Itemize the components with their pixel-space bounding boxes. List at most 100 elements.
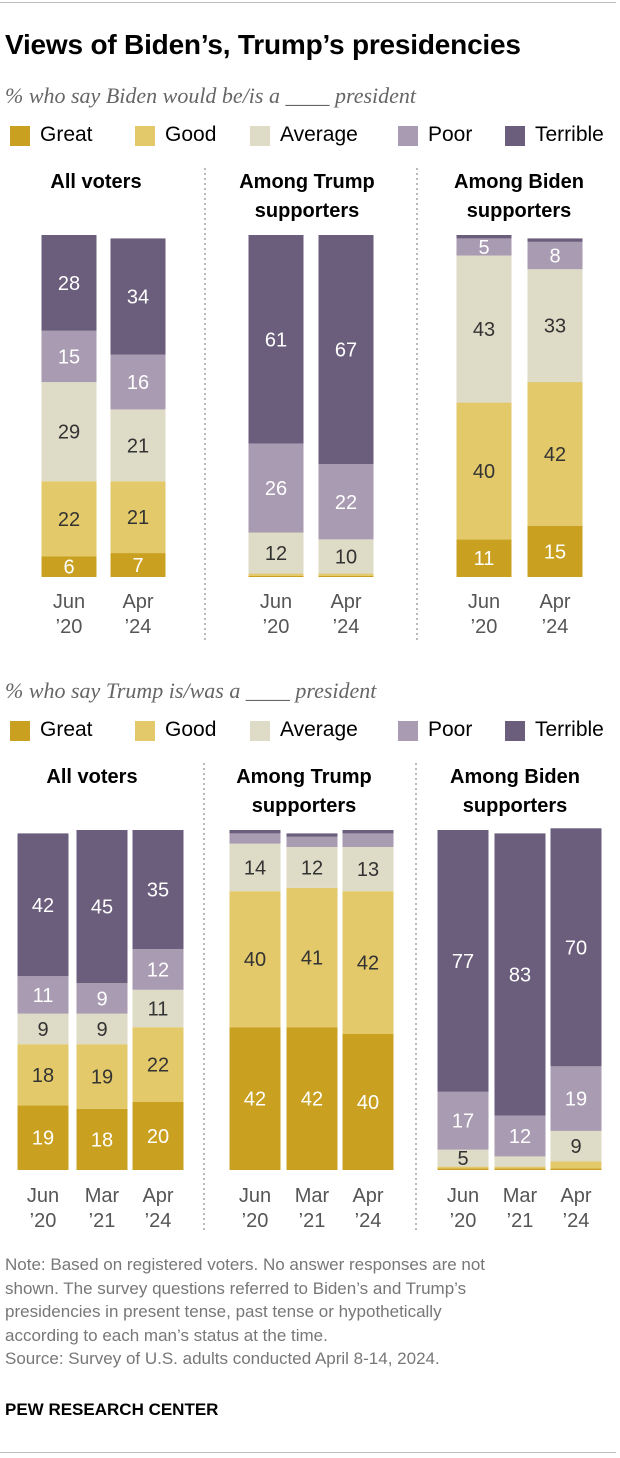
panel-title: supporters — [252, 795, 356, 817]
bar-segment-terrible — [41, 235, 97, 331]
bar-segment-poor — [41, 330, 97, 383]
bar-segment-good — [342, 891, 394, 1034]
bar-segment-great — [229, 1027, 281, 1170]
panel-title: Among Trump — [236, 766, 372, 788]
data-label: 42 — [301, 1089, 323, 1111]
data-label: 28 — [58, 273, 80, 295]
legend-swatch-average — [250, 721, 270, 741]
panel-all-voters: All voters 19 18 9 11 42 Jun ’20 18 19 9 9 45 Mar ’21 2… — [17, 766, 184, 1232]
source-line: Source: Survey of U.S. adults conducted … — [5, 1349, 440, 1368]
category-label: Apr — [560, 1185, 591, 1207]
bar-segment-poor — [76, 983, 128, 1014]
bar-mar-21: 42 41 12 — [286, 833, 338, 1170]
category-label: ’24 — [333, 616, 360, 638]
legend-label: Good — [165, 718, 217, 741]
bar-jun-20: 19 18 9 11 42 — [17, 833, 69, 1170]
bar-segment-average — [41, 382, 97, 482]
data-label: 35 — [147, 880, 169, 902]
data-label: 42 — [544, 444, 566, 466]
panel-among-biden-supporters: Among Biden supporters 11 40 43 5 Jun ’20 15 42 33… — [454, 171, 584, 638]
legend-label: Terrible — [535, 123, 604, 146]
category-label: Jun — [468, 591, 500, 613]
bar-segment-good — [17, 1044, 69, 1106]
category-label: Jun — [447, 1185, 479, 1207]
bar-segment-average — [110, 409, 166, 482]
category-label: ’24 — [542, 616, 569, 638]
data-label: 15 — [544, 541, 566, 563]
bar-segment-terrible — [550, 828, 602, 1067]
legend-swatch-good — [135, 126, 155, 146]
bar-jun-20: 42 40 14 — [229, 830, 281, 1170]
category-label: ’24 — [145, 1210, 172, 1232]
data-label: 22 — [58, 509, 80, 531]
biden-views-chart: All voters 6 22 29 15 28 Jun ’20 7 21 21 16 34 Apr ’24… — [41, 168, 584, 640]
bar-segment-good — [527, 382, 583, 526]
panel-among-biden-supporters: Among Biden supporters 5 17 77 Jun ’20 12 83 Mar ’… — [437, 766, 602, 1232]
category-label: ’24 — [125, 616, 152, 638]
trump-chart-subtitle: % who say Trump is/was a ____ president — [5, 678, 377, 703]
bar-segment-average — [286, 847, 338, 888]
bar-segment-poor — [550, 1066, 602, 1131]
bar-segment-average — [248, 532, 304, 574]
category-label: Jun — [27, 1185, 59, 1207]
data-label: 40 — [357, 1092, 379, 1114]
category-label: ’21 — [299, 1210, 326, 1232]
bar-segment-good — [456, 402, 512, 540]
data-label: 21 — [127, 507, 149, 529]
bar-segment-great — [17, 1105, 69, 1170]
panel-title: supporters — [255, 200, 359, 222]
data-label: 42 — [32, 895, 54, 917]
category-label: Mar — [503, 1185, 538, 1207]
data-label: 9 — [96, 1019, 107, 1041]
category-label: Jun — [239, 1185, 271, 1207]
bar-segment-terrible — [342, 830, 394, 834]
note-line: presidencies in present tense, past tens… — [5, 1302, 442, 1321]
bar-segment-good — [132, 1027, 184, 1102]
data-label: 19 — [91, 1067, 113, 1089]
legend-label: Great — [40, 123, 93, 146]
bar-segment-great — [550, 1168, 602, 1170]
biden-chart-subtitle: % who say Biden would be/is a ____ presi… — [5, 83, 417, 108]
data-label: 41 — [301, 948, 323, 970]
data-label: 9 — [37, 1019, 48, 1041]
bar-segment-poor — [229, 833, 281, 844]
bar-segment-good — [229, 891, 281, 1028]
panel-title: All voters — [50, 171, 141, 193]
panel-all-voters: All voters 6 22 29 15 28 Jun ’20 7 21 21 16 34 Apr ’24 — [41, 171, 166, 638]
chart-title: Views of Biden’s, Trump’s presidencies — [5, 29, 521, 60]
data-label: 14 — [244, 857, 266, 879]
data-label: 10 — [335, 546, 357, 568]
bar-segment-poor — [456, 238, 512, 256]
bar-segment-great — [318, 575, 374, 577]
category-label: Apr — [142, 1185, 173, 1207]
data-label: 19 — [565, 1089, 587, 1111]
bar-segment-terrible — [527, 238, 583, 242]
bar-segment-poor — [494, 1115, 546, 1157]
data-label: 43 — [473, 319, 495, 341]
category-label: Jun — [53, 591, 85, 613]
category-label: ’20 — [450, 1210, 477, 1232]
data-label: 12 — [301, 857, 323, 879]
category-label: Mar — [85, 1185, 120, 1207]
bar-segment-great — [437, 1168, 489, 1170]
bar-mar-21: 12 83 — [494, 833, 546, 1170]
data-label: 5 — [478, 237, 489, 259]
data-label: 61 — [265, 329, 287, 351]
data-label: 17 — [452, 1111, 474, 1133]
data-label: 18 — [32, 1065, 54, 1087]
category-label: ’24 — [563, 1210, 590, 1232]
category-label: Mar — [295, 1185, 330, 1207]
data-label: 9 — [96, 988, 107, 1010]
note-line: according to each man’s status at the ti… — [5, 1325, 328, 1345]
data-label: 40 — [473, 461, 495, 483]
bar-segment-terrible — [248, 235, 304, 444]
note-line: Note: Based on registered voters. No ans… — [5, 1255, 486, 1274]
bar-segment-average — [17, 1013, 69, 1045]
panel-title: supporters — [467, 200, 571, 222]
legend-label: Terrible — [535, 718, 604, 741]
bar-jun-20: 11 40 43 5 — [456, 235, 512, 577]
bar-segment-average — [318, 539, 374, 574]
biden-chart-legend: Great Good Average Poor Terrible — [0, 123, 620, 147]
bar-segment-great — [248, 575, 304, 577]
bar-segment-poor — [248, 443, 304, 533]
